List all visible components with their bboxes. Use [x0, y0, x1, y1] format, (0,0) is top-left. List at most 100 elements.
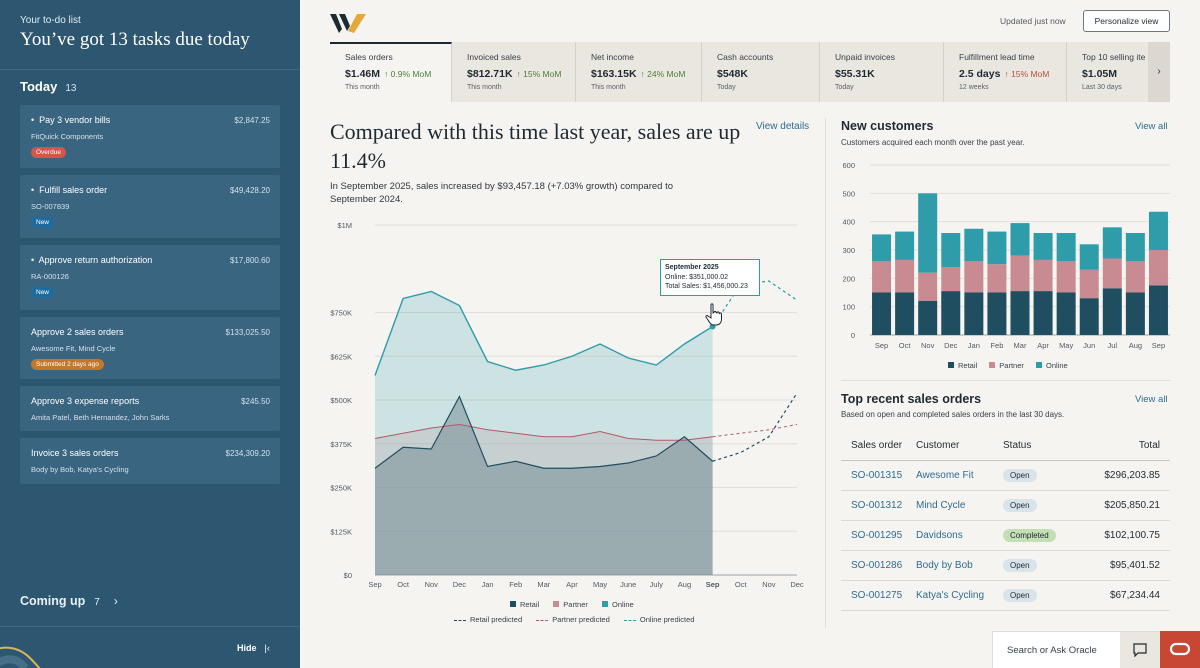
- bar-segment-partner: [987, 264, 1007, 293]
- status-cell: Open: [1003, 490, 1078, 521]
- today-header[interactable]: Today 13: [20, 79, 76, 94]
- col-status[interactable]: Status: [1003, 432, 1078, 461]
- kpi-unpaid-invoices[interactable]: Unpaid invoices $55.31K Today: [820, 42, 944, 102]
- bar-segment-online: [872, 234, 892, 262]
- bar-segment-partner: [1056, 261, 1076, 293]
- oracle-logo-icon: [1169, 642, 1191, 656]
- search-ask-oracle-input[interactable]: Search or Ask Oracle: [992, 631, 1120, 668]
- oracle-assistant-button[interactable]: [1160, 631, 1200, 668]
- new-customers-view-all-link[interactable]: View all: [1135, 121, 1168, 132]
- legend-online[interactable]: Online: [1035, 361, 1068, 370]
- legend-partner[interactable]: Partner: [553, 600, 588, 609]
- kpi-top-selling-items[interactable]: Top 10 selling ite $1.05M Last 30 days: [1067, 42, 1157, 102]
- legend-retail-predicted[interactable]: Retail predicted: [454, 615, 522, 624]
- customer-link[interactable]: Body by Bob: [916, 550, 1003, 581]
- order-link[interactable]: SO-001315: [841, 460, 916, 491]
- new-customers-bar-chart: 0 100 200 300 400 500 600 Sep Oct Nov Dec Jan Feb Mar…: [842, 161, 1170, 350]
- bar-segment-partner: [1079, 269, 1099, 299]
- status-badge: New: [31, 217, 55, 228]
- task-sub: FitQuick Components: [31, 132, 104, 141]
- order-link[interactable]: SO-001312: [841, 490, 916, 521]
- task-card[interactable]: • Fulfill sales order $49,428.20 SO-0078…: [20, 175, 280, 238]
- legend-partner-predicted[interactable]: Partner predicted: [536, 615, 610, 624]
- table-header-row: Sales order Customer Status Total: [841, 432, 1170, 461]
- chart-legend: Retail Partner Online: [510, 600, 646, 609]
- task-card[interactable]: Approve 3 expense reports $245.50 Amita …: [20, 386, 280, 431]
- kpi-fulfillment-lead-time[interactable]: Fulfillment lead time 2.5 days ↑ 15% MoM …: [944, 42, 1067, 102]
- kpi-next-button[interactable]: ›: [1148, 42, 1170, 102]
- task-amount: $234,309.20: [225, 449, 271, 458]
- x-tick-label: Apr: [566, 580, 578, 589]
- task-amount: $49,428.20: [229, 186, 270, 195]
- bar-segment-retail: [964, 292, 984, 335]
- decorative-swirl-icon: [0, 646, 41, 668]
- task-card[interactable]: • Pay 3 vendor bills $2,847.25 FitQuick …: [20, 105, 280, 168]
- x-tick-label: Nov: [762, 580, 776, 589]
- task-card[interactable]: Invoice 3 sales orders $234,309.20 Body …: [20, 438, 280, 484]
- task-amount: $245.50: [241, 397, 270, 406]
- kpi-label: Cash accounts: [717, 52, 774, 62]
- bar-segment-retail: [1056, 292, 1076, 335]
- divider: [841, 380, 1170, 381]
- kpi-change: ↑ 15% MoM: [1004, 69, 1050, 79]
- kpi-label: Invoiced sales: [467, 52, 521, 62]
- view-details-link[interactable]: View details: [756, 121, 810, 132]
- task-name: • Fulfill sales order: [31, 185, 108, 195]
- updated-status: Updated just now: [1000, 16, 1066, 26]
- order-link[interactable]: SO-001295: [841, 520, 916, 551]
- legend-partner[interactable]: Partner: [989, 361, 1024, 370]
- y-tick-label: $1M: [337, 221, 352, 230]
- x-tick-label: Jan: [481, 580, 493, 589]
- personalize-view-button[interactable]: Personalize view: [1083, 10, 1170, 32]
- col-customer[interactable]: Customer: [916, 432, 1003, 461]
- recent-orders-view-all-link[interactable]: View all: [1135, 394, 1168, 405]
- y-tick-label: 400: [842, 218, 855, 227]
- kpi-net-income[interactable]: Net income $163.15K ↑ 24% MoM This month: [576, 42, 702, 102]
- y-tick-label: 300: [842, 246, 855, 255]
- table-row: SO-001286 Body by Bob Open $95,401.52: [841, 550, 1170, 581]
- total-cell: $67,234.44: [1077, 580, 1170, 611]
- order-link[interactable]: SO-001275: [841, 580, 916, 611]
- total-cell: $102,100.75: [1077, 520, 1170, 551]
- legend-retail[interactable]: Retail: [510, 600, 539, 609]
- kpi-invoiced-sales[interactable]: Invoiced sales $812.71K ↑ 15% MoM This mo…: [452, 42, 576, 102]
- x-tick-label: Mar: [1014, 341, 1027, 350]
- bar-segment-retail: [1148, 285, 1168, 335]
- kpi-sales-orders[interactable]: Sales orders $1.46M ↑ 0.9% MoM This month: [330, 42, 452, 102]
- today-label: Today: [20, 79, 58, 94]
- chat-button[interactable]: [1120, 631, 1160, 668]
- task-card[interactable]: • Approve return authorization $17,800.6…: [20, 245, 280, 310]
- customer-link[interactable]: Mind Cycle: [916, 490, 1003, 521]
- y-tick-label: $375K: [330, 440, 352, 449]
- legend-online-predicted[interactable]: Online predicted: [623, 615, 694, 624]
- kpi-cash-accounts[interactable]: Cash accounts $548K Today: [702, 42, 820, 102]
- order-link[interactable]: SO-001286: [841, 550, 916, 581]
- coming-up-toggle[interactable]: Coming up 7 ›: [20, 594, 118, 608]
- task-amount: $133,025.50: [225, 328, 271, 337]
- x-tick-label: Oct: [735, 580, 748, 589]
- col-sales-order[interactable]: Sales order: [841, 432, 916, 461]
- status-cell: Open: [1003, 460, 1078, 491]
- kpi-period: This month: [345, 84, 380, 91]
- legend-online[interactable]: Online: [601, 600, 634, 609]
- divider: [825, 118, 826, 628]
- x-tick-label: Sep: [1152, 341, 1165, 350]
- x-tick-label: Aug: [678, 580, 691, 589]
- col-total[interactable]: Total: [1077, 432, 1170, 461]
- x-tick-label: Oct: [397, 580, 410, 589]
- customer-link[interactable]: Awesome Fit: [916, 460, 1003, 491]
- x-tick-label: Jan: [968, 341, 980, 350]
- task-card[interactable]: Approve 2 sales orders $133,025.50 Aweso…: [20, 317, 280, 379]
- legend-retail[interactable]: Retail: [948, 361, 977, 370]
- bar-segment-partner: [1010, 255, 1030, 292]
- kpi-period: Today: [717, 84, 736, 91]
- today-count: 13: [65, 83, 77, 94]
- bar-segment-online: [964, 228, 984, 262]
- customer-link[interactable]: Davidsons: [916, 520, 1003, 551]
- kpi-label: Unpaid invoices: [835, 52, 896, 62]
- status-badge: Overdue: [31, 147, 66, 158]
- hide-sidebar-button[interactable]: Hide |‹: [237, 643, 270, 653]
- recent-orders-table: Sales order Customer Status Total SO-001…: [841, 432, 1170, 611]
- customer-link[interactable]: Katya's Cycling: [916, 580, 1003, 611]
- y-tick-label: $125K: [330, 527, 352, 536]
